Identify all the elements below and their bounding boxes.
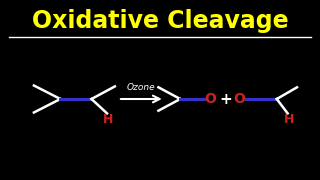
Text: Oxidative Cleavage: Oxidative Cleavage	[32, 9, 288, 33]
Text: O: O	[204, 92, 216, 106]
Text: H: H	[284, 113, 294, 126]
Text: +: +	[219, 91, 232, 107]
Text: Ozone: Ozone	[127, 83, 156, 92]
Text: H: H	[102, 113, 113, 126]
Text: O: O	[234, 92, 245, 106]
